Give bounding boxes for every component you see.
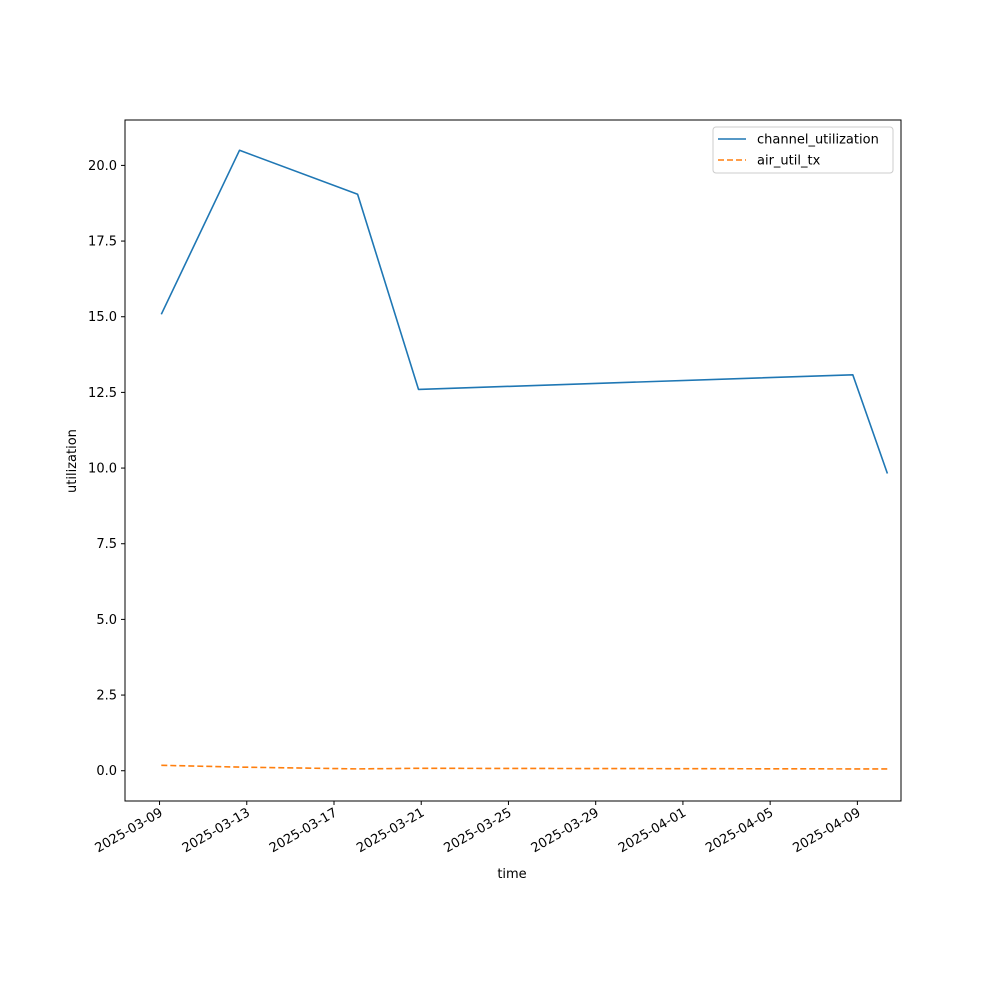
x-tick-label: 2025-03-17 <box>267 805 340 856</box>
y-tick-label: 10.0 <box>88 462 117 477</box>
legend-label: air_util_tx <box>757 154 821 169</box>
y-tick-label: 17.5 <box>88 235 117 250</box>
y-tick-label: 5.0 <box>96 613 117 628</box>
y-tick-label: 0.0 <box>96 764 117 779</box>
x-tick-label: 2025-03-29 <box>529 805 602 856</box>
y-tick-label: 2.5 <box>96 689 117 704</box>
plot-frame <box>124 119 902 802</box>
x-tick-label: 2025-03-25 <box>442 805 515 856</box>
series-line-air-util-tx <box>161 764 888 770</box>
y-tick-label: 12.5 <box>88 386 117 401</box>
x-tick-label: 2025-04-01 <box>616 805 689 856</box>
legend-box <box>712 126 894 174</box>
series-layer <box>160 149 889 770</box>
x-tick-label: 2025-03-21 <box>354 805 427 856</box>
x-tick-label: 2025-04-09 <box>790 805 863 856</box>
y-tick-label: 15.0 <box>88 310 117 325</box>
x-axis-title: time <box>497 867 526 882</box>
series-line-channel-utilization <box>160 149 889 474</box>
x-tick-label: 2025-03-13 <box>180 805 253 856</box>
y-tick-label: 7.5 <box>96 537 117 552</box>
legend: channel_utilization air_util_tx <box>712 126 894 174</box>
y-axis-ticks: 0.0 2.5 5.0 7.5 10.0 12.5 15.0 17.5 20.0 <box>88 159 125 779</box>
x-tick-label: 2025-03-09 <box>93 805 166 856</box>
x-tick-label: 2025-04-05 <box>703 805 776 856</box>
y-axis-title: utilization <box>65 429 80 493</box>
x-axis-ticks: 2025-03-09 2025-03-13 2025-03-17 2025-03-21… <box>93 801 863 856</box>
legend-label: channel_utilization <box>757 133 879 148</box>
y-tick-label: 20.0 <box>88 159 117 174</box>
